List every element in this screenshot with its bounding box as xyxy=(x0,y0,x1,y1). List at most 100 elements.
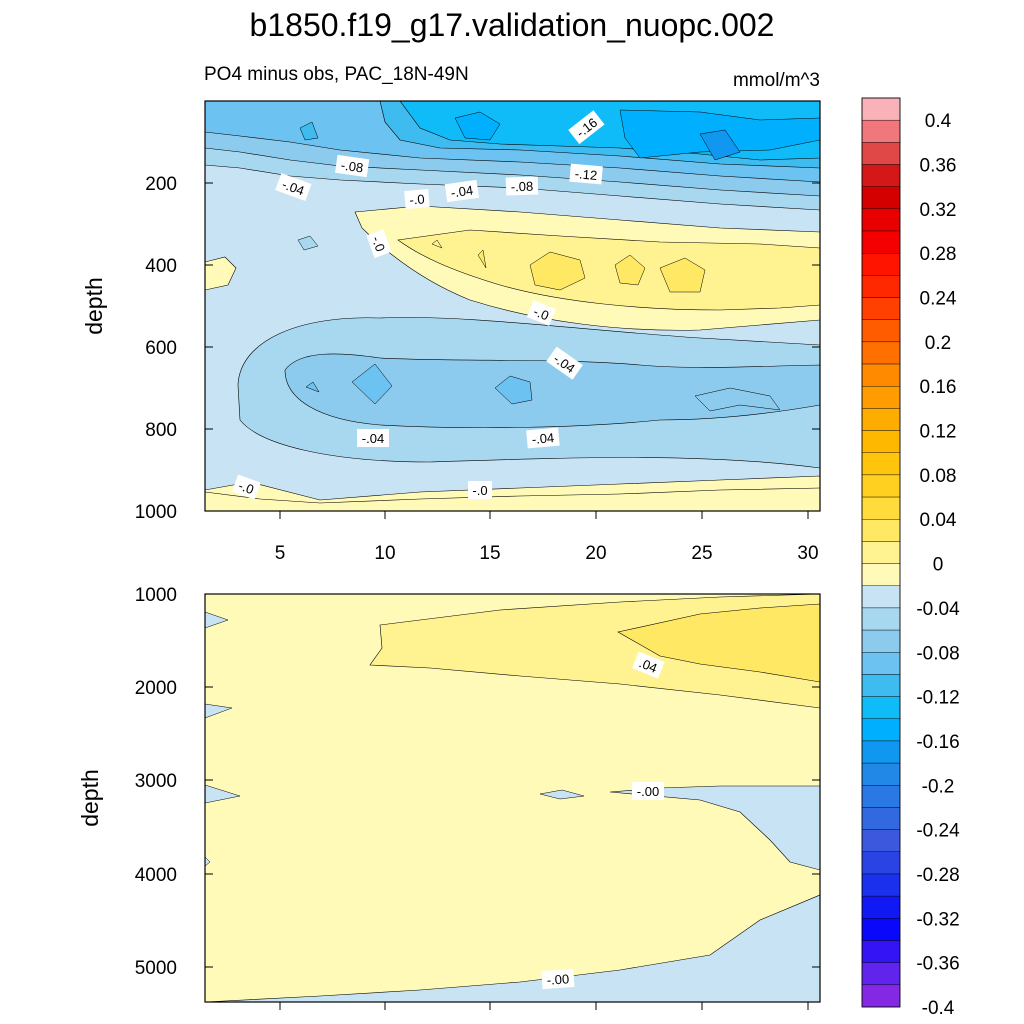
x-tick-label: 20 xyxy=(585,543,606,564)
y-axis-label: depth xyxy=(77,769,103,827)
top-fill-patch xyxy=(694,387,781,412)
colorbar-box xyxy=(861,319,901,343)
top-fill-bottom-positive xyxy=(205,475,820,511)
contour-label: -.0 xyxy=(472,483,487,498)
colorbar-box xyxy=(861,452,901,476)
contour-label: -.04 xyxy=(362,431,384,446)
top-fill-patch xyxy=(297,235,319,251)
colorbar-tick-label: 0.32 xyxy=(920,200,957,221)
contour-label: -.08 xyxy=(511,179,534,195)
x-tick-label: 15 xyxy=(479,543,500,564)
colorbar-tick-label: 0.16 xyxy=(920,377,957,398)
bottom-frame xyxy=(204,593,821,1003)
top-fill-patch xyxy=(454,111,501,141)
bottom-fill-patch xyxy=(205,784,241,804)
colorbar-labels: 0.4 0.36 0.32 0.28 0.24 0.2 0.16 0.12 0.08 0.04 0 -… xyxy=(916,111,960,1019)
top-fill-patch xyxy=(659,257,706,293)
contour-label: -.0 xyxy=(409,191,425,207)
y-tick-label: 800 xyxy=(145,420,177,441)
chart-title: b1850.f19_g17.validation_nuopc.002 xyxy=(250,7,775,43)
contour-label: -.04 xyxy=(531,430,555,447)
units-label: mmol/m^3 xyxy=(733,70,820,91)
contour-label: -.00 xyxy=(546,971,569,988)
y-tick-label: 4000 xyxy=(135,865,177,886)
colorbar-box xyxy=(861,252,901,276)
colorbar-box xyxy=(861,297,901,320)
contour-label: -.04 xyxy=(280,177,306,199)
colorbar-box xyxy=(861,563,901,586)
colorbar-tick-label: -0.24 xyxy=(916,821,960,842)
bottom-fill-patch xyxy=(205,611,229,629)
colorbar-box xyxy=(861,629,901,653)
colorbar-boxes xyxy=(861,97,901,1008)
colorbar-box xyxy=(861,119,901,143)
colorbar-box xyxy=(861,275,901,298)
colorbar-box xyxy=(861,740,901,764)
bottom-y-axis: 1000 2000 3000 4000 5000 depth xyxy=(77,585,820,979)
bottom-contour-labels: .04 -.00 -.00 xyxy=(541,651,665,990)
colorbar-box xyxy=(861,386,901,409)
colorbar-box xyxy=(861,142,901,165)
colorbar-box xyxy=(861,718,901,742)
top-fill-mid-negative-inner xyxy=(284,353,820,429)
bottom-fill-patch xyxy=(205,856,211,867)
x-tick-label: 5 xyxy=(275,543,286,564)
colorbar-tick-label: 0.28 xyxy=(920,244,957,265)
colorbar-box xyxy=(861,785,901,808)
y-tick-label: 2000 xyxy=(135,678,177,699)
contour-label: .04 xyxy=(637,655,659,676)
colorbar-tick-label: -0.12 xyxy=(916,688,959,709)
contour-label: -.00 xyxy=(637,784,659,799)
x-tick-label: 30 xyxy=(797,543,818,564)
colorbar-box xyxy=(861,829,901,853)
y-tick-label: 5000 xyxy=(135,958,177,979)
bottom-fill-patch xyxy=(539,789,585,800)
bottom-fill-negative xyxy=(609,785,820,871)
contour-label: -.12 xyxy=(574,166,598,183)
colorbar-tick-label: 0.24 xyxy=(920,289,957,310)
colorbar-tick-label: -0.36 xyxy=(916,954,959,975)
bottom-fill-negative xyxy=(205,894,820,1002)
colorbar-box xyxy=(861,585,901,609)
colorbar-box xyxy=(861,652,901,675)
colorbar-tick-label: 0.2 xyxy=(925,333,951,354)
y-axis-label: depth xyxy=(81,277,107,335)
y-tick-label: 600 xyxy=(145,338,177,359)
colorbar-box xyxy=(861,962,901,986)
colorbar-box xyxy=(861,940,901,963)
colorbar-tick-label: -0.4 xyxy=(922,998,955,1019)
colorbar-box xyxy=(861,408,901,431)
top-fill-patch xyxy=(305,381,320,393)
colorbar-box xyxy=(861,186,901,210)
colorbar-box xyxy=(861,541,901,564)
colorbar-box xyxy=(861,873,901,897)
colorbar-tick-label: -0.28 xyxy=(916,865,959,886)
colorbar-box xyxy=(861,984,901,1008)
y-tick-label: 200 xyxy=(145,174,177,195)
colorbar-tick-label: 0 xyxy=(933,555,944,576)
top-fill-patch xyxy=(351,363,393,405)
bottom-contour-field xyxy=(205,594,820,1002)
colorbar-tick-label: 0.12 xyxy=(920,422,957,443)
top-fill-patch xyxy=(699,129,741,161)
top-fill-patch xyxy=(477,249,487,269)
colorbar-box xyxy=(861,430,901,453)
colorbar-box xyxy=(861,363,901,387)
bottom-fill-positive-inner xyxy=(617,603,820,683)
colorbar-box xyxy=(861,519,901,542)
colorbar-box xyxy=(861,607,901,631)
colorbar-box xyxy=(861,164,901,187)
left-subtitle: PO4 minus obs, PAC_18N-49N xyxy=(204,64,469,85)
colorbar-box xyxy=(861,230,901,254)
colorbar-box xyxy=(861,895,901,919)
colorbar-box xyxy=(861,474,901,498)
top-x-axis: 5 10 15 20 25 30 xyxy=(275,511,819,564)
contour-label: -.08 xyxy=(340,158,364,176)
colorbar-tick-label: -0.08 xyxy=(916,643,959,664)
colorbar-box xyxy=(861,674,901,697)
colorbar-box xyxy=(861,208,901,232)
top-panel: -.16 -.12 -.08 -.08 -.04 -.04 -.0 -.0 -.… xyxy=(81,100,821,564)
y-tick-label: 3000 xyxy=(135,771,177,792)
top-fill-patch xyxy=(614,254,646,286)
